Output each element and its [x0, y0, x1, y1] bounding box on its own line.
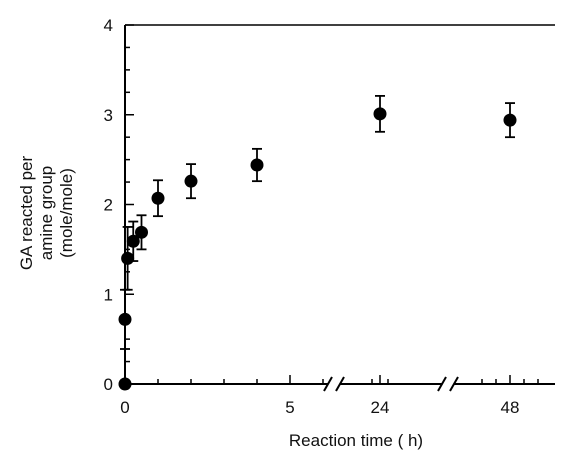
data-point — [126, 234, 140, 248]
axis-break-mark — [449, 376, 459, 392]
data-point-group — [118, 377, 132, 391]
y-axis-label-line-1: GA reacted per — [17, 155, 36, 270]
data-point-group — [250, 147, 264, 183]
data-point-group — [118, 288, 132, 350]
data-point — [151, 191, 165, 205]
data-point-group — [135, 214, 148, 251]
y-tick-label: 1 — [104, 285, 113, 304]
axis-break-mark — [437, 376, 447, 392]
data-point-group — [121, 226, 135, 291]
data-point — [373, 107, 387, 121]
axis-break-mark — [335, 376, 345, 392]
data-point — [135, 225, 148, 239]
axis-break-mark — [323, 376, 333, 392]
data-point-group — [503, 102, 517, 139]
data-points — [118, 95, 517, 391]
data-point — [121, 251, 135, 265]
data-point-group — [151, 179, 165, 218]
x-tick-label: 24 — [371, 398, 390, 417]
y-axis-label: GA reacted per amine group (mole/mole) — [17, 155, 76, 270]
y-axis-label-line-3: (mole/mole) — [57, 168, 76, 258]
data-point-group — [184, 163, 198, 200]
data-point-group — [373, 95, 387, 133]
x-tick-label: 5 — [285, 398, 294, 417]
y-tick-label: 3 — [104, 106, 113, 125]
tick-labels: 0 1 2 3 4 0 5 24 48 — [104, 16, 520, 417]
y-tick-label: 2 — [104, 196, 113, 215]
data-point — [503, 113, 517, 127]
x-axis-label: Reaction time ( h) — [289, 431, 423, 450]
y-axis-label-line-2: amine group — [37, 166, 56, 261]
data-point-group — [126, 220, 140, 262]
data-point — [250, 158, 264, 172]
y-tick-label: 0 — [104, 375, 113, 394]
data-point — [118, 312, 132, 326]
data-point — [118, 377, 132, 391]
x-tick-label: 48 — [501, 398, 520, 417]
axes — [124, 24, 555, 392]
y-tick-label: 4 — [104, 16, 113, 35]
ticks — [124, 24, 539, 385]
data-point — [184, 174, 198, 188]
x-tick-label: 0 — [120, 398, 129, 417]
